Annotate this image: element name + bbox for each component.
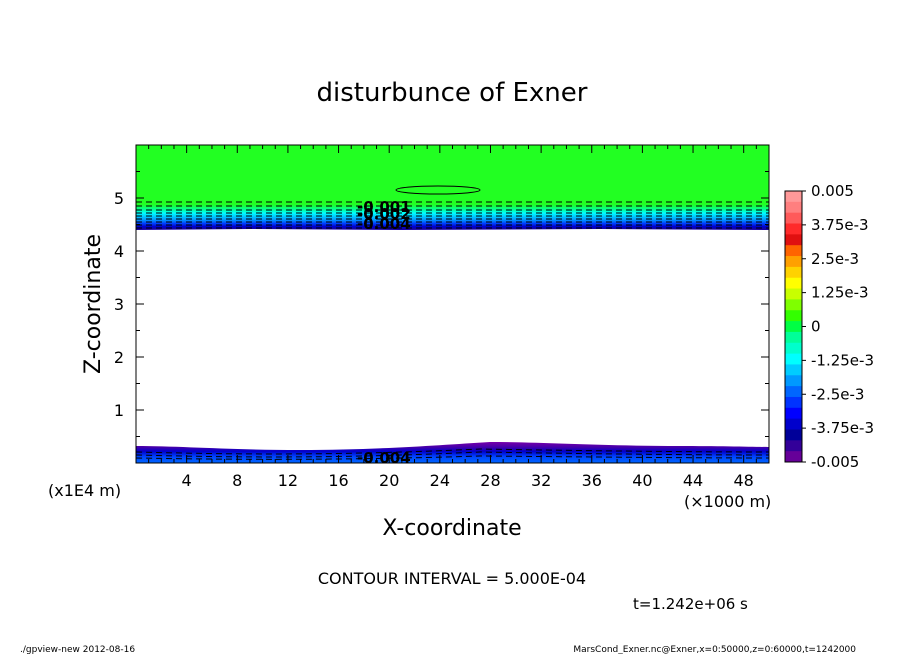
colorbar-labels: 0.005 3.75e-3 2.5e-3 1.25e-3 0 -1.25e-3 -2.5e-… xyxy=(802,182,874,471)
colorbar-swatch xyxy=(785,299,802,311)
y-tick-label: 1 xyxy=(114,401,124,420)
chart-title: disturbunce of Exner xyxy=(317,78,588,108)
footer-right: MarsCond_Exner.nc@Exner,x=0:50000,z=0:60… xyxy=(573,645,856,654)
y-axis-title: Z-coordinate xyxy=(81,234,106,374)
time-text: t=1.242e+06 s xyxy=(633,595,748,613)
x-tick-label: 20 xyxy=(379,471,399,490)
colorbar-swatch xyxy=(785,266,802,279)
x-tick-label: 36 xyxy=(582,471,602,490)
y-tick-label: 3 xyxy=(114,295,124,314)
colorbar-label: 3.75e-3 xyxy=(811,216,869,234)
colorbar-swatch xyxy=(785,364,802,376)
x-tick-label: 4 xyxy=(182,471,192,490)
bottom-contour-lines xyxy=(136,448,769,460)
colorbar-swatch xyxy=(785,256,802,268)
colorbar-swatch xyxy=(785,396,802,409)
colorbar-label: 0 xyxy=(811,318,821,336)
colorbar-swatch xyxy=(785,321,802,333)
contour-label: -0.004 xyxy=(357,215,411,233)
colorbar-swatch xyxy=(785,223,802,235)
colorbar-swatch xyxy=(785,386,802,398)
colorbar-swatch xyxy=(785,375,802,387)
x-tick-label: 44 xyxy=(683,471,703,490)
y-unit-label: (x1E4 m) xyxy=(48,481,121,500)
colorbar xyxy=(785,191,802,463)
colorbar-swatch xyxy=(785,331,802,344)
colorbar-swatch xyxy=(785,288,802,300)
x-tick-label: 32 xyxy=(531,471,551,490)
colorbar-swatch xyxy=(785,310,802,322)
bottom-layer-band xyxy=(136,442,769,463)
x-ticks xyxy=(148,145,757,463)
colorbar-label: 2.5e-3 xyxy=(811,250,859,268)
x-tick-label: 40 xyxy=(632,471,652,490)
x-tick-label: 28 xyxy=(480,471,500,490)
x-tick-label: 24 xyxy=(430,471,450,490)
y-tick-label: 2 xyxy=(114,348,124,367)
colorbar-swatch xyxy=(785,353,802,365)
colorbar-swatch xyxy=(785,201,802,214)
colorbar-swatch xyxy=(785,234,802,246)
colorbar-swatch xyxy=(785,191,802,203)
x-tick-labels: 4 8 12 16 20 24 28 32 36 40 44 48 xyxy=(182,471,754,490)
contour-interval-text: CONTOUR INTERVAL = 5.000E-04 xyxy=(318,569,586,588)
colorbar-swatch xyxy=(785,429,802,441)
colorbar-swatch xyxy=(785,245,802,257)
x-axis-title: X-coordinate xyxy=(382,516,521,541)
y-tick-label: 4 xyxy=(114,242,124,261)
colorbar-swatch xyxy=(785,342,802,355)
colorbar-swatch xyxy=(785,451,802,463)
top-contour-lines xyxy=(136,201,769,229)
contour-label: -0.004 xyxy=(357,449,411,467)
top-layer-band xyxy=(136,145,769,230)
colorbar-label: 0.005 xyxy=(811,182,854,200)
x-tick-label: 8 xyxy=(232,471,242,490)
x-unit-label: (×1000 m) xyxy=(684,492,771,511)
x-tick-label: 12 xyxy=(278,471,298,490)
y-ticks xyxy=(136,171,769,437)
contour-label: -0.001 xyxy=(357,198,411,216)
colorbar-label: -3.75e-3 xyxy=(811,419,874,437)
y-tick-label: 5 xyxy=(114,189,124,208)
y-tick-labels: 1 2 3 4 5 xyxy=(114,189,124,420)
colorbar-label: -1.25e-3 xyxy=(811,351,874,369)
colorbar-label: 1.25e-3 xyxy=(811,284,869,302)
x-tick-label: 48 xyxy=(734,471,754,490)
colorbar-swatch xyxy=(785,418,802,430)
colorbar-label: -0.005 xyxy=(811,453,859,471)
contour-label: -0.002 xyxy=(357,205,411,223)
colorbar-swatch xyxy=(785,407,802,420)
footer-left: ./gpview-new 2012-08-16 xyxy=(20,645,135,654)
colorbar-swatch xyxy=(785,277,802,290)
colorbar-swatch xyxy=(785,212,802,225)
closed-contour xyxy=(395,185,481,195)
colorbar-label: -2.5e-3 xyxy=(811,385,864,403)
x-tick-label: 16 xyxy=(328,471,348,490)
colorbar-swatch xyxy=(785,440,802,452)
